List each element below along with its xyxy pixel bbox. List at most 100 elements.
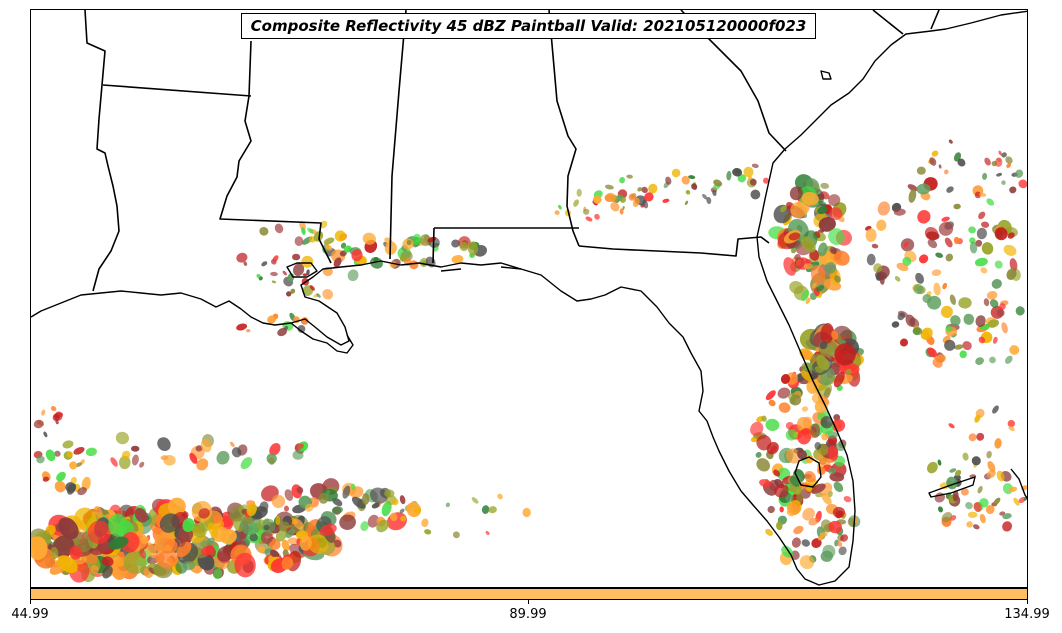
paintball-blob (968, 226, 976, 234)
paintball-blob (1015, 169, 1024, 178)
paintball-blob (324, 244, 333, 251)
paintball-blob (920, 327, 933, 340)
paintball-blob (217, 546, 234, 562)
paintball-blob (814, 442, 822, 450)
paintball-blob (833, 250, 850, 266)
paintball-blob (991, 279, 1002, 289)
paintball-blob (284, 489, 294, 501)
paintball-blob (756, 458, 771, 472)
paintball-blob (134, 507, 148, 523)
paintball-blob (148, 567, 156, 574)
paintball-blob (522, 507, 531, 518)
paintball-blob (810, 423, 821, 438)
paintball-blob (622, 206, 625, 211)
paintball-blob (776, 521, 783, 531)
paintball-blob (989, 299, 999, 308)
paintball-blob (488, 506, 497, 514)
paintball-blob (632, 197, 640, 208)
paintball-blob (619, 177, 626, 184)
paintball-blob (818, 217, 836, 232)
paintball-blob (445, 502, 451, 508)
paintball-blob (801, 289, 810, 302)
paintball-blob (451, 239, 460, 248)
paintball-blob (268, 457, 275, 465)
paintball-blob (732, 168, 743, 177)
paintball-blob (931, 150, 939, 157)
paintball-blob (952, 490, 959, 502)
paintball-blob (115, 431, 129, 445)
paintball-blob (73, 446, 85, 455)
paintball-blob (916, 183, 931, 195)
paintball-blob (140, 535, 149, 544)
paintball-blob (1005, 355, 1013, 364)
paintball-blob (619, 208, 624, 215)
paintball-blob (412, 233, 422, 245)
paintball-blob (108, 513, 128, 537)
paintball-blob (913, 284, 924, 295)
paintball-blob (101, 556, 114, 567)
paintball-blob (805, 297, 811, 305)
paintball-blob (108, 536, 129, 550)
paintball-blob (985, 505, 995, 514)
paintball-blob (945, 325, 953, 333)
paintball-blob (789, 281, 804, 294)
paintball-blob (949, 294, 956, 305)
paintball-blob (299, 535, 312, 551)
paintball-blob (42, 476, 50, 482)
paintball-blob (924, 226, 939, 241)
paintball-blob (834, 343, 856, 366)
paintball-blob (765, 418, 780, 432)
paintball-blob (829, 207, 843, 220)
paintball-blob (940, 305, 953, 318)
paintball-blob (986, 198, 995, 206)
paintball-blob (497, 493, 503, 500)
paintball-blob (1001, 152, 1007, 158)
lake-pontchartrain (286, 262, 318, 278)
paintball-blob (804, 471, 816, 483)
paintball-blob (828, 520, 842, 534)
paintball-blob (808, 517, 820, 526)
paintball-blob (817, 242, 828, 257)
paintball-blob (360, 521, 369, 532)
paintball-blob (978, 211, 986, 220)
colorbar-tick-label-max: 134.99 (1004, 607, 1050, 622)
paintball-blob (986, 290, 998, 300)
paintball-blob (833, 371, 845, 388)
paintball-blob (981, 221, 990, 228)
paintball-blob (110, 457, 118, 467)
border-nc (930, 10, 940, 30)
paintball-blob (823, 387, 831, 399)
paintball-blob (949, 468, 957, 473)
paintball-blob (897, 312, 906, 321)
paintball-blob (750, 421, 764, 437)
paintball-blob (333, 539, 342, 548)
paintball-blob (950, 315, 961, 326)
paintball-blob (1009, 186, 1017, 194)
paintball-blob (191, 521, 207, 538)
paintball-blob (648, 183, 658, 194)
paintball-blob (801, 406, 809, 412)
border-al-ga (548, 10, 580, 247)
paintball-blob (992, 405, 999, 414)
paintball-blob (824, 262, 837, 274)
paintball-blob (817, 535, 824, 541)
paintball-blob (793, 525, 804, 535)
paintball-blob (927, 239, 938, 249)
paintball-blob (979, 513, 986, 524)
paintball-blob (982, 172, 988, 180)
paintball-blob (350, 483, 356, 491)
paintball-blob (50, 546, 59, 559)
paintball-blob (994, 157, 1003, 167)
lake-okeechobee (794, 456, 822, 488)
paintball-blob (981, 242, 994, 255)
paintball-blob (785, 421, 794, 430)
paintball-blob (406, 502, 422, 518)
paintball-blob (974, 414, 981, 423)
paintball-blob (585, 216, 593, 222)
paintball-blob (822, 544, 836, 559)
paintball-blob (637, 187, 643, 192)
paintball-blob (671, 168, 681, 178)
bahamas-abaco (1010, 468, 1027, 500)
paintball-blob (976, 432, 985, 441)
paintball-blob (786, 510, 794, 517)
